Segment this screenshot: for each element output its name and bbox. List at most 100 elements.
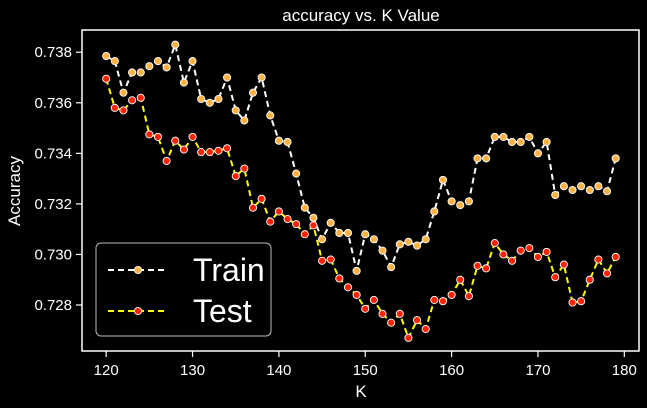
data-point-train — [413, 241, 422, 250]
data-point-test — [145, 130, 154, 139]
data-point-train — [197, 94, 206, 104]
data-point-train — [266, 111, 275, 120]
data-point-test — [447, 290, 456, 299]
x-tick-label: 130 — [180, 362, 205, 379]
data-point-train — [525, 132, 534, 141]
x-tick-label: 180 — [612, 362, 637, 379]
data-point-test — [240, 164, 249, 173]
data-point-test — [369, 295, 378, 304]
y-tick-label: 0.736 — [34, 95, 72, 112]
data-point-train — [352, 266, 361, 275]
series-layer — [102, 40, 620, 342]
data-point-test — [266, 217, 275, 226]
data-point-train — [110, 57, 119, 66]
data-point-train — [318, 235, 327, 244]
data-point-test — [542, 247, 551, 256]
data-point-test — [533, 252, 543, 262]
data-point-test — [473, 261, 482, 270]
data-point-train — [188, 57, 197, 66]
data-point-test — [343, 283, 353, 292]
data-point-train — [335, 228, 344, 238]
data-point-test — [387, 318, 396, 327]
x-axis: 120 130 140 150 160 170 180 — [94, 351, 637, 379]
data-point-test — [179, 145, 188, 154]
data-point-train — [136, 68, 145, 77]
data-point-train — [283, 137, 292, 147]
data-point-test — [153, 132, 163, 141]
data-point-test — [292, 220, 301, 229]
data-point-test — [188, 132, 197, 141]
data-point-train — [404, 237, 413, 246]
x-tick-label: 150 — [353, 362, 378, 379]
data-point-test — [577, 297, 586, 306]
data-point-test — [300, 230, 309, 239]
x-tick-label: 120 — [94, 362, 119, 379]
x-tick-label: 160 — [439, 362, 464, 379]
y-axis: 0.728 0.730 0.732 0.734 0.736 0.738 — [34, 44, 82, 314]
data-point-test — [205, 148, 214, 157]
data-point-test — [257, 194, 266, 203]
data-point-test — [128, 96, 137, 105]
data-point-train — [309, 213, 318, 222]
data-point-train — [145, 62, 154, 71]
data-point-test — [516, 246, 525, 255]
data-point-test — [197, 148, 206, 157]
data-point-train — [300, 203, 309, 212]
data-point-test — [283, 215, 292, 224]
data-point-train — [231, 106, 240, 115]
data-point-test — [585, 275, 594, 284]
data-point-test — [223, 144, 232, 153]
data-point-test — [404, 333, 413, 342]
data-point-train — [499, 132, 508, 141]
data-point-train — [128, 68, 137, 77]
data-point-train — [361, 230, 370, 239]
data-point-train — [594, 182, 603, 191]
plot-frame — [81, 29, 640, 352]
data-point-test — [508, 256, 517, 265]
series-test — [102, 74, 620, 342]
data-point-train — [153, 57, 163, 66]
data-point-train — [551, 190, 560, 200]
legend-marker-train — [133, 265, 143, 275]
data-point-train — [119, 88, 128, 97]
data-point-test — [102, 74, 111, 83]
y-tick-label: 0.734 — [34, 145, 72, 162]
data-point-train — [533, 149, 543, 158]
data-point-test — [248, 203, 258, 212]
data-point-test — [274, 207, 283, 216]
data-point-test — [430, 295, 439, 304]
data-point-test — [378, 309, 387, 318]
data-point-train — [171, 40, 180, 49]
data-point-test — [395, 309, 404, 318]
data-point-train — [447, 197, 456, 206]
data-point-train — [559, 182, 568, 191]
data-point-train — [603, 187, 612, 196]
data-point-train — [248, 88, 258, 97]
data-point-train — [387, 263, 396, 272]
data-point-test — [464, 292, 473, 301]
data-point-test — [482, 264, 491, 273]
data-point-test — [603, 269, 612, 278]
y-tick-label: 0.732 — [34, 196, 72, 213]
data-point-train — [482, 154, 491, 163]
data-point-test — [119, 106, 128, 115]
y-axis-label: Accuracy — [5, 156, 24, 226]
data-point-train — [508, 137, 517, 147]
legend-label-test: Test — [193, 293, 252, 329]
data-point-test — [136, 93, 145, 102]
data-point-train — [223, 73, 232, 82]
data-point-test — [559, 260, 568, 269]
data-point-test — [361, 304, 370, 313]
data-point-test — [568, 298, 577, 307]
series-line-train — [105, 41, 617, 272]
data-point-test — [171, 136, 180, 145]
data-point-test — [611, 252, 620, 262]
y-tick-label: 0.738 — [34, 44, 72, 61]
data-point-train — [179, 78, 188, 87]
data-point-train — [456, 201, 465, 210]
data-point-train — [292, 169, 301, 178]
series-train — [102, 40, 620, 275]
data-point-test — [413, 316, 422, 325]
data-point-test — [162, 156, 171, 165]
data-point-train — [464, 197, 473, 206]
